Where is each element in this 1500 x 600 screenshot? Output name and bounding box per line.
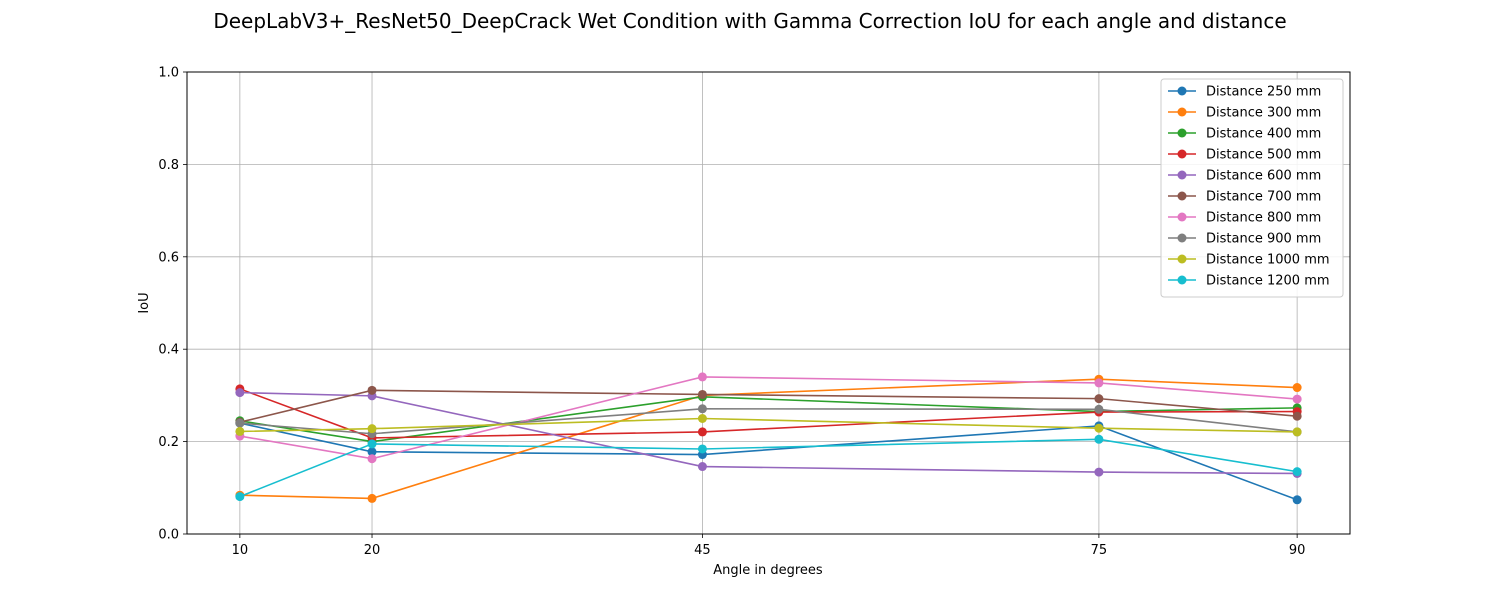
legend-entry: Distance 800 mm xyxy=(1168,211,1321,226)
y-axis-label: IoU xyxy=(137,292,152,313)
legend-swatch-marker xyxy=(1177,254,1187,264)
series-line xyxy=(239,391,1298,475)
data-point xyxy=(367,439,377,449)
data-point xyxy=(1292,411,1302,421)
legend-swatch-marker xyxy=(1177,233,1187,243)
x-tick-label: 20 xyxy=(364,543,381,558)
legend: Distance 250 mm Distance 300 mm Distance 4… xyxy=(1160,78,1344,298)
data-point xyxy=(1292,467,1302,477)
x-tick-label: 10 xyxy=(232,543,249,558)
series-line xyxy=(239,422,1298,501)
data-point xyxy=(1292,495,1302,505)
legend-label: Distance 700 mm xyxy=(1206,190,1321,205)
data-point xyxy=(1292,394,1302,404)
data-point xyxy=(697,462,707,472)
data-point xyxy=(697,414,707,423)
data-point xyxy=(235,426,245,436)
data-point xyxy=(1094,378,1104,388)
legend-swatch-marker xyxy=(1177,212,1187,222)
y-tick-label: 0.2 xyxy=(158,435,179,450)
legend-label: Distance 800 mm xyxy=(1206,211,1321,226)
legend-swatch-marker xyxy=(1177,275,1187,285)
data-point xyxy=(1094,394,1104,404)
data-point xyxy=(697,389,707,399)
legend-swatch-marker xyxy=(1177,149,1187,159)
data-point xyxy=(367,424,377,434)
data-point xyxy=(1292,383,1302,393)
x-axis-label: Angle in degrees xyxy=(713,563,823,578)
legend-label: Distance 500 mm xyxy=(1206,148,1321,163)
data-point xyxy=(697,427,707,437)
legend-entry: Distance 250 mm xyxy=(1168,85,1321,100)
y-tick-label: 0.8 xyxy=(158,158,179,173)
legend-entry: Distance 600 mm xyxy=(1168,169,1321,184)
legend-label: Distance 900 mm xyxy=(1206,232,1321,247)
series-distance-1000-mm xyxy=(235,414,1302,437)
x-tick-label: 45 xyxy=(694,543,711,558)
data-point xyxy=(367,454,377,464)
data-point xyxy=(235,492,245,502)
legend-label: Distance 300 mm xyxy=(1206,106,1321,121)
series-distance-1200-mm xyxy=(235,434,1302,502)
data-point xyxy=(367,493,377,503)
series-distance-700-mm xyxy=(235,385,1302,427)
data-point xyxy=(367,385,377,395)
data-point xyxy=(1094,404,1104,414)
legend-swatch-marker xyxy=(1177,170,1187,180)
legend-entry: Distance 1200 mm xyxy=(1168,274,1330,289)
chart-title: DeepLabV3+_ResNet50_DeepCrack Wet Condit… xyxy=(213,9,1286,33)
data-point xyxy=(1094,434,1104,444)
series-distance-800-mm xyxy=(235,372,1302,464)
legend-label: Distance 1200 mm xyxy=(1206,274,1330,289)
data-point xyxy=(1292,427,1302,437)
data-point xyxy=(367,447,377,457)
data-point xyxy=(235,388,245,398)
legend-box xyxy=(1160,78,1344,298)
legend-entry: Distance 1000 mm xyxy=(1168,253,1330,268)
data-point xyxy=(697,444,707,454)
legend-entry: Distance 700 mm xyxy=(1168,190,1321,205)
series-line xyxy=(239,389,1298,423)
legend-label: Distance 1000 mm xyxy=(1206,253,1330,268)
data-point xyxy=(697,372,707,382)
y-tick-label: 0.0 xyxy=(158,528,179,543)
legend-swatch-marker xyxy=(1177,86,1187,96)
legend-label: Distance 400 mm xyxy=(1206,127,1321,142)
data-point xyxy=(1094,467,1104,477)
ticks: 10 20 45 75 90 0.0 0.2 0.4 0.6 0.8 1.0 xyxy=(158,66,1305,559)
x-tick-label: 90 xyxy=(1289,543,1306,558)
legend-entry: Distance 300 mm xyxy=(1168,106,1321,121)
legend-entry: Distance 400 mm xyxy=(1168,127,1321,142)
series-line xyxy=(239,378,1298,500)
legend-swatch-marker xyxy=(1177,107,1187,117)
x-tick-label: 75 xyxy=(1091,543,1108,558)
y-tick-label: 0.6 xyxy=(158,250,179,265)
data-point xyxy=(697,404,707,414)
series-line xyxy=(239,417,1298,433)
legend-label: Distance 250 mm xyxy=(1206,85,1321,100)
series-distance-600-mm xyxy=(235,388,1302,478)
y-tick-label: 0.4 xyxy=(158,343,179,358)
legend-entry: Distance 900 mm xyxy=(1168,232,1321,247)
series-line xyxy=(239,395,1298,443)
series-distance-900-mm xyxy=(235,404,1302,439)
plot-frame xyxy=(186,71,1351,535)
data-point xyxy=(1094,423,1104,433)
legend-swatch-marker xyxy=(1177,191,1187,201)
legend-swatch-marker xyxy=(1177,128,1187,138)
series-layer xyxy=(235,372,1302,505)
legend-label: Distance 600 mm xyxy=(1206,169,1321,184)
data-point xyxy=(235,418,245,428)
y-tick-label: 1.0 xyxy=(158,66,179,81)
legend-entry: Distance 500 mm xyxy=(1168,148,1321,163)
